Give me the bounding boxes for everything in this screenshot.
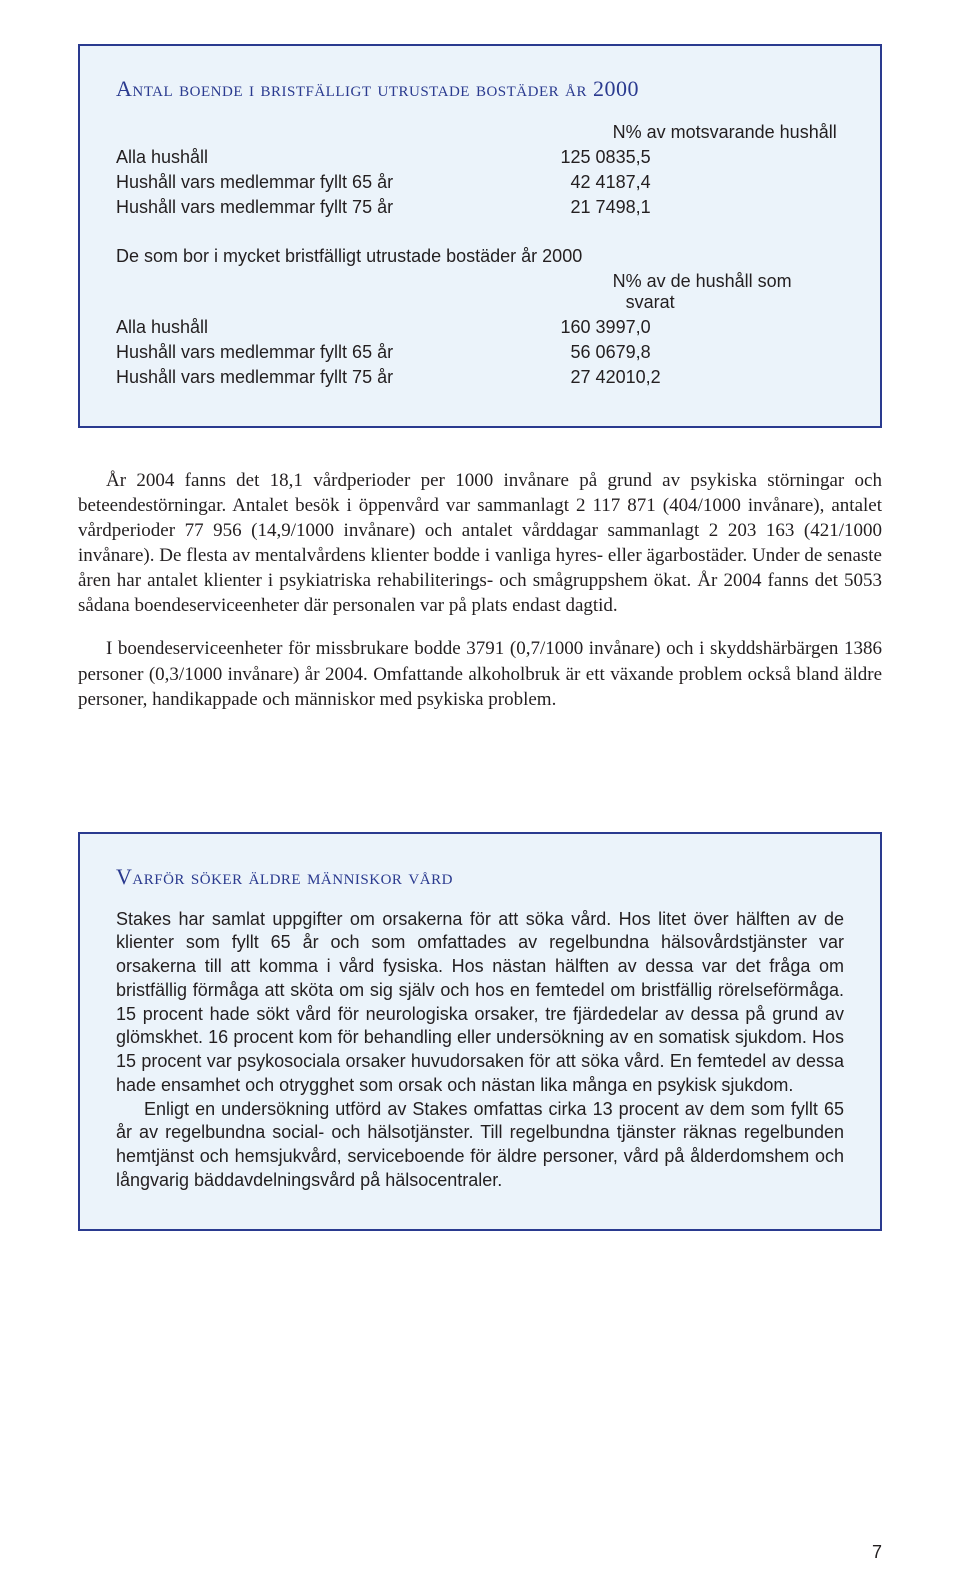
paragraph-1: År 2004 fanns det 18,1 vårdperioder per … [78,468,882,618]
th-blank [116,269,502,315]
table-row: Hushåll vars medlemmar fyllt 75 år 21 74… [116,195,844,220]
page: Antal boende i bristfälligt utrustade bo… [0,0,960,1589]
table-row: Hushåll vars medlemmar fyllt 75 år 27 42… [116,365,844,390]
cell-label: Hushåll vars medlemmar fyllt 75 år [116,195,502,220]
info-box-housing: Antal boende i bristfälligt utrustade bo… [78,44,882,428]
info-box-care-reasons: Varför söker äldre människor vård Stakes… [78,832,882,1231]
cell-n: 27 420 [502,365,626,390]
cell-pct: 5,5 [626,145,844,170]
table-row: Alla hushåll 160 399 7,0 [116,315,844,340]
table-2: N % av de hushåll som svarat Alla hushål… [116,269,844,390]
th-n: N [502,120,626,145]
table-header: N % av motsvarande hushåll [116,120,844,145]
cell-n: 42 418 [502,170,626,195]
box1-title: Antal boende i bristfälligt utrustade bo… [116,76,844,102]
cell-pct: 8,1 [626,195,844,220]
th-blank [116,120,502,145]
cell-label: Hushåll vars medlemmar fyllt 75 år [116,365,502,390]
cell-label: Alla hushåll [116,145,502,170]
table-row: Alla hushåll 125 083 5,5 [116,145,844,170]
box2-title: Varför söker äldre människor vård [116,864,844,890]
body-text: År 2004 fanns det 18,1 vårdperioder per … [78,468,882,712]
cell-label: Hushåll vars medlemmar fyllt 65 år [116,170,502,195]
cell-pct: 10,2 [626,365,844,390]
cell-n: 125 083 [502,145,626,170]
cell-pct: 7,0 [626,315,844,340]
box2-paragraph-2: Enligt en undersökning utförd av Stakes … [116,1098,844,1193]
cell-label: Alla hushåll [116,315,502,340]
th-n: N [502,269,626,315]
th-pct: % av motsvarande hushåll [626,120,844,145]
table-row: Hushåll vars medlemmar fyllt 65 år 42 41… [116,170,844,195]
table-1: N % av motsvarande hushåll Alla hushåll … [116,120,844,220]
cell-label: Hushåll vars medlemmar fyllt 65 år [116,340,502,365]
table-row: Hushåll vars medlemmar fyllt 65 år 56 06… [116,340,844,365]
box1-subhead: De som bor i mycket bristfälligt utrusta… [116,246,844,267]
cell-n: 56 067 [502,340,626,365]
box2-body: Stakes har samlat uppgifter om orsakerna… [116,908,844,1193]
cell-pct: 7,4 [626,170,844,195]
cell-n: 160 399 [502,315,626,340]
paragraph-2: I boendeserviceenheter för missbrukare b… [78,636,882,711]
table-header: N % av de hushåll som svarat [116,269,844,315]
page-number: 7 [872,1542,882,1563]
th-pct: % av de hushåll som svarat [626,269,844,315]
cell-pct: 9,8 [626,340,844,365]
box2-paragraph-1: Stakes har samlat uppgifter om orsakerna… [116,908,844,1098]
cell-n: 21 749 [502,195,626,220]
